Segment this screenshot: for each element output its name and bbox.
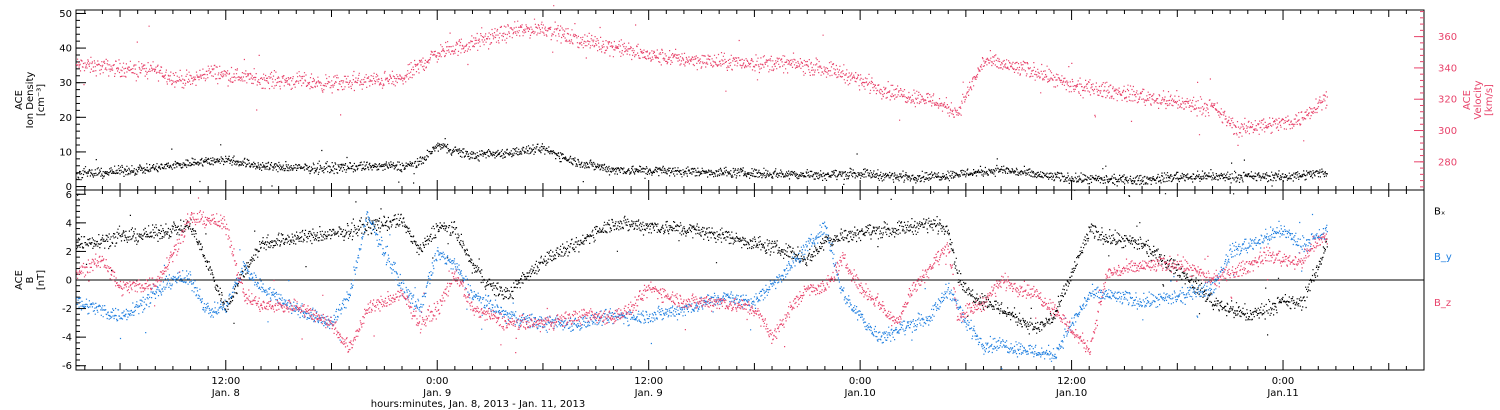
x-tick-date: Jan.11 xyxy=(1266,388,1298,399)
x-tick-date: Jan. 9 xyxy=(422,388,451,399)
density-axis-title-line: ACE xyxy=(14,90,25,110)
b-series-2 xyxy=(76,197,1328,355)
b-series-2-points xyxy=(76,197,1328,355)
b-axis-tick-label: 4 xyxy=(66,218,72,229)
b-axis-tick-label: 6 xyxy=(66,190,72,201)
velocity-axis-tick-label: 300 xyxy=(1438,126,1457,137)
b-series-1 xyxy=(76,211,1328,370)
velocity-axis-title-line: [km/s] xyxy=(1484,84,1495,116)
x-tick-time: 12:00 xyxy=(1057,376,1086,387)
x-tick-time: 0:00 xyxy=(426,376,448,387)
density-axis-title-line: Ion Density xyxy=(25,72,36,129)
velocity-axis-tick-label: 340 xyxy=(1438,63,1457,74)
b-axis-tick-label: 2 xyxy=(66,247,72,258)
x-tick-date: Jan. 9 xyxy=(634,388,663,399)
velocity-axis-tick-label: 280 xyxy=(1438,157,1457,168)
density-series xyxy=(76,138,1328,197)
velocity-axis-title-line: ACE xyxy=(1462,90,1473,110)
density-axis-tick-label: 10 xyxy=(59,147,72,158)
x-tick-date: Jan.10 xyxy=(843,388,875,399)
b-axis-title-line: ACE xyxy=(14,270,25,290)
density-axis-tick-label: 50 xyxy=(59,9,72,20)
density-axis-tick-label: 0 xyxy=(66,182,72,193)
velocity-axis-tick-label: 360 xyxy=(1438,32,1457,43)
b-axis-tick-label: 0 xyxy=(66,276,72,287)
velocity-series xyxy=(76,5,1328,146)
x-axis-title: hours:minutes, Jan. 8, 2013 - Jan. 11, 2… xyxy=(371,399,586,410)
velocity-axis-title-line: Velocity xyxy=(1473,80,1484,119)
velocity-series-points xyxy=(76,5,1328,146)
b-series-0-points xyxy=(76,198,1328,336)
plasma-panel-frame xyxy=(75,9,1425,191)
legend-label: B_y xyxy=(1434,252,1452,263)
x-tick-time: 0:00 xyxy=(1272,376,1294,387)
legend-label: B_z xyxy=(1434,298,1451,309)
density-series-points xyxy=(76,138,1328,197)
velocity-axis-tick-label: 320 xyxy=(1438,95,1457,106)
x-tick-time: 0:00 xyxy=(849,376,871,387)
b-axis-tick-label: -2 xyxy=(62,304,72,315)
density-axis-tick-label: 40 xyxy=(59,44,72,55)
density-axis-title-line: [cm⁻³] xyxy=(36,84,47,116)
b-axis-title-line: B xyxy=(25,276,36,283)
density-axis-tick-label: 30 xyxy=(59,78,72,89)
x-tick-date: Jan.10 xyxy=(1055,388,1087,399)
density-axis-tick-label: 20 xyxy=(59,113,72,124)
legend-label: Bₓ xyxy=(1434,206,1445,217)
b-series-0 xyxy=(76,198,1328,336)
x-tick-time: 12:00 xyxy=(211,376,240,387)
x-tick-date: Jan. 8 xyxy=(211,388,240,399)
b-axis-tick-label: -4 xyxy=(62,333,72,344)
b-series-1-points xyxy=(76,211,1328,370)
x-tick-time: 12:00 xyxy=(634,376,663,387)
b-axis-title-line: [nT] xyxy=(36,270,47,290)
b-axis-tick-label: -6 xyxy=(62,361,72,372)
magnetic-field-panel: -6 -4 -2 0 2 4 6 ACE B [nT] Bₓ B_y B_z xyxy=(14,189,1452,372)
